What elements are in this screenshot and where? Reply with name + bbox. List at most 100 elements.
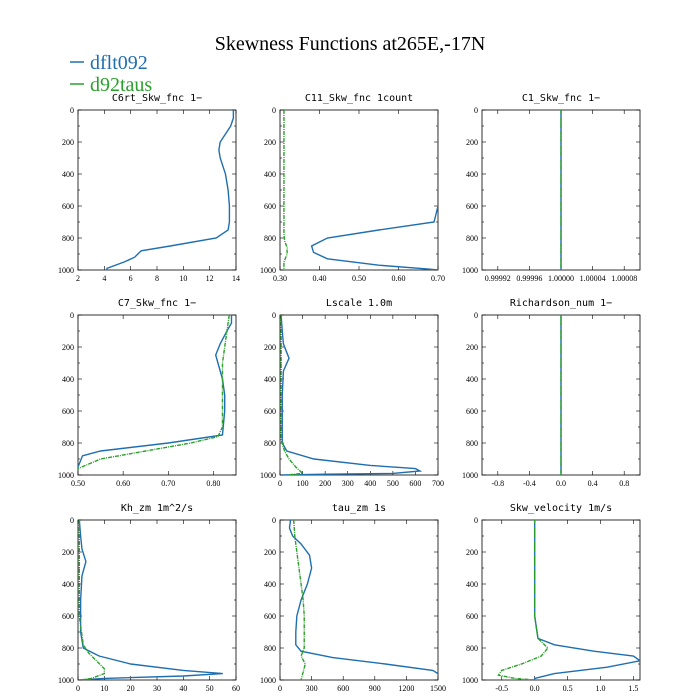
y-tick-label: 1000 bbox=[462, 676, 478, 685]
x-tick-label: 0.5 bbox=[563, 684, 573, 693]
x-tick-label: 1.00000 bbox=[548, 274, 574, 283]
y-tick-label: 200 bbox=[264, 138, 276, 147]
y-tick-label: 600 bbox=[264, 612, 276, 621]
x-tick-label: 1.00004 bbox=[580, 274, 606, 283]
panel-title: C1_Skw_fnc 1− bbox=[522, 93, 600, 104]
x-tick-label: 0.60 bbox=[116, 479, 130, 488]
y-tick-label: 600 bbox=[264, 202, 276, 211]
x-tick-label: 30 bbox=[153, 684, 161, 693]
series-line-dflt092 bbox=[310, 110, 438, 270]
x-tick-label: 200 bbox=[319, 479, 331, 488]
y-tick-label: 400 bbox=[62, 375, 74, 384]
series-line-dflt092 bbox=[78, 520, 223, 680]
x-tick-label: 6 bbox=[129, 274, 133, 283]
y-tick-label: 0 bbox=[474, 311, 478, 320]
x-tick-label: 60 bbox=[232, 684, 240, 693]
y-tick-label: 200 bbox=[62, 138, 74, 147]
y-tick-label: 200 bbox=[466, 138, 478, 147]
panel-9: Skw_velocity 1m/s 0 200 400 600 800 1000 -0.5 0.… bbox=[462, 503, 641, 693]
series-line-d92taus bbox=[78, 315, 230, 470]
series-line-d92taus bbox=[283, 110, 288, 270]
y-tick-label: 600 bbox=[466, 612, 478, 621]
plot-frame bbox=[279, 109, 439, 271]
y-tick-label: 400 bbox=[466, 170, 478, 179]
x-tick-label: 0.8 bbox=[619, 479, 629, 488]
x-tick-label: 300 bbox=[342, 479, 354, 488]
x-tick-label: 0.0 bbox=[530, 684, 540, 693]
legend-item-d92taus: d92taus bbox=[70, 74, 152, 96]
x-tick-label: 12 bbox=[206, 274, 214, 283]
x-tick-label: 300 bbox=[306, 684, 318, 693]
x-tick-label: 0 bbox=[76, 684, 80, 693]
x-tick-label: -0.4 bbox=[523, 479, 536, 488]
y-tick-label: 1000 bbox=[58, 471, 74, 480]
y-tick-label: 600 bbox=[264, 407, 276, 416]
panel-title: C7_Skw_fnc 1− bbox=[118, 298, 196, 309]
series-line-dflt092 bbox=[106, 110, 235, 270]
y-tick-label: 800 bbox=[466, 234, 478, 243]
y-tick-label: 400 bbox=[264, 375, 276, 384]
y-tick-label: 800 bbox=[62, 234, 74, 243]
y-tick-label: 800 bbox=[62, 439, 74, 448]
y-tick-label: 400 bbox=[466, 375, 478, 384]
y-tick-label: 400 bbox=[466, 580, 478, 589]
x-tick-label: -0.8 bbox=[491, 479, 504, 488]
series-line-dflt092 bbox=[78, 315, 233, 468]
legend: dflt092 d92taus bbox=[70, 52, 152, 96]
panel-title: Skw_velocity 1m/s bbox=[510, 503, 612, 514]
x-tick-label: 0.50 bbox=[71, 479, 85, 488]
x-tick-label: 500 bbox=[387, 479, 399, 488]
plot-frame bbox=[77, 109, 237, 271]
y-tick-label: 0 bbox=[474, 106, 478, 115]
y-tick-label: 800 bbox=[466, 644, 478, 653]
y-tick-label: 800 bbox=[62, 644, 74, 653]
y-tick-label: 0 bbox=[70, 516, 74, 525]
panel-title: Kh_zm 1m^2/s bbox=[121, 503, 193, 514]
y-tick-label: 1000 bbox=[462, 471, 478, 480]
legend-label-d92taus: d92taus bbox=[90, 74, 152, 96]
x-tick-label: 0.99996 bbox=[516, 274, 542, 283]
x-tick-label: 0.40 bbox=[313, 274, 327, 283]
y-tick-label: 600 bbox=[62, 202, 74, 211]
legend-label-dflt092: dflt092 bbox=[90, 52, 148, 74]
y-tick-label: 0 bbox=[70, 311, 74, 320]
series-line-d92taus bbox=[280, 315, 305, 475]
x-tick-label: 0.0 bbox=[556, 479, 566, 488]
x-tick-label: 2 bbox=[76, 274, 80, 283]
y-tick-label: 600 bbox=[62, 612, 74, 621]
panel-6: Richardson_num 1− 0 200 400 600 800 1000 -0.8 -0… bbox=[462, 298, 641, 488]
page-title: Skewness Functions at265E,-17N bbox=[215, 33, 486, 55]
legend-item-dflt092: dflt092 bbox=[70, 52, 148, 74]
x-tick-label: 50 bbox=[206, 684, 214, 693]
y-tick-label: 400 bbox=[264, 580, 276, 589]
y-tick-label: 0 bbox=[272, 311, 276, 320]
y-tick-label: 200 bbox=[466, 548, 478, 557]
x-tick-label: 0.70 bbox=[431, 274, 445, 283]
x-tick-label: -0.5 bbox=[495, 684, 508, 693]
x-tick-label: 1500 bbox=[430, 684, 446, 693]
x-tick-label: 0.60 bbox=[392, 274, 406, 283]
panel-title: tau_zm 1s bbox=[332, 503, 386, 514]
y-tick-label: 600 bbox=[466, 407, 478, 416]
y-tick-label: 400 bbox=[264, 170, 276, 179]
y-tick-label: 0 bbox=[474, 516, 478, 525]
y-tick-label: 800 bbox=[466, 439, 478, 448]
y-tick-label: 1000 bbox=[58, 266, 74, 275]
y-tick-label: 600 bbox=[466, 202, 478, 211]
y-tick-label: 1000 bbox=[462, 266, 478, 275]
series-line-d92taus bbox=[292, 520, 307, 680]
series-line-dflt092 bbox=[280, 315, 423, 475]
series-line-d92taus bbox=[78, 520, 106, 680]
x-tick-label: 100 bbox=[297, 479, 309, 488]
y-tick-label: 400 bbox=[62, 170, 74, 179]
y-tick-label: 800 bbox=[264, 644, 276, 653]
y-tick-label: 200 bbox=[264, 548, 276, 557]
y-tick-label: 800 bbox=[264, 234, 276, 243]
y-tick-label: 600 bbox=[62, 407, 74, 416]
